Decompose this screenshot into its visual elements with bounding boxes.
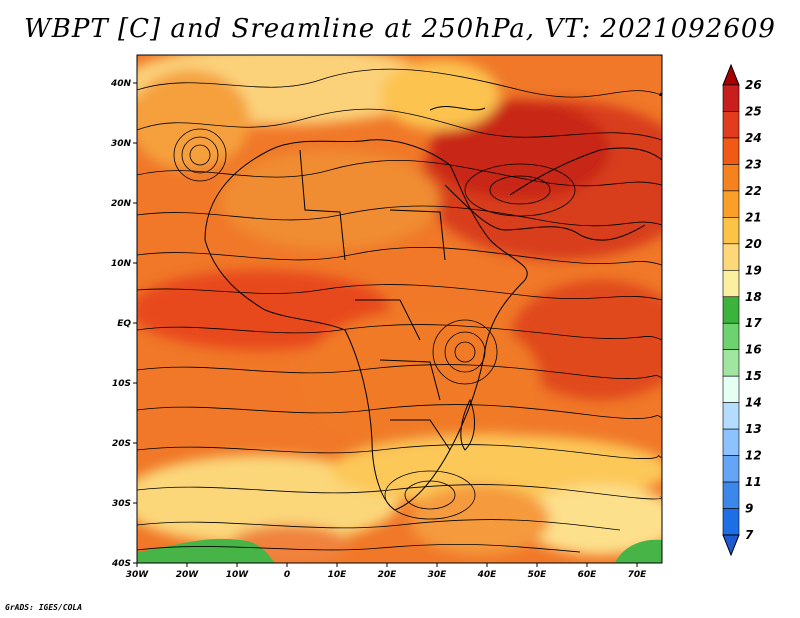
colorbar-swatch <box>722 217 740 245</box>
colorbar-swatch <box>722 428 740 456</box>
colorbar-label: 13 <box>745 422 762 436</box>
lon-tick-label: 10E <box>328 570 348 580</box>
grads-credit: GrADS: IGES/COLA <box>5 603 83 612</box>
colorbar-swatch <box>722 322 740 351</box>
colorbar-swatch <box>722 269 740 298</box>
colorbar-label: 18 <box>745 290 762 304</box>
coastlines <box>204 105 662 511</box>
lon-tick-label: 40E <box>477 570 498 580</box>
colorbar-label: 22 <box>745 184 762 198</box>
lat-tick-label: 20N <box>111 199 132 209</box>
colorbar-label: 16 <box>745 343 762 357</box>
colorbar-swatch <box>722 375 740 403</box>
colorbar-swatch <box>722 84 740 112</box>
lon-tick-label: 50E <box>528 570 548 580</box>
colorbar-bottom-arrow <box>722 534 740 557</box>
colorbar-swatch <box>722 111 740 139</box>
lat-tick-label: 30N <box>111 139 132 149</box>
colorbar-label: 15 <box>745 369 762 383</box>
colorbar-label: 20 <box>745 237 762 251</box>
colorbar-label: 14 <box>745 396 762 410</box>
plot-frame <box>136 54 663 564</box>
colorbar-label: 17 <box>745 316 762 330</box>
lon-tick-label: 0 <box>284 570 290 580</box>
colorbar-label: 23 <box>745 157 762 171</box>
lat-tick-label: EQ <box>117 319 131 329</box>
lon-tick-label: 20E <box>378 570 398 580</box>
colorbar-swatch <box>722 137 740 165</box>
colorbar-swatch <box>722 481 740 509</box>
colorbar-top-arrow <box>722 63 740 86</box>
colorbar-label: 21 <box>745 210 762 224</box>
lon-tick-label: 10W <box>226 570 250 580</box>
lat-tick-label: 20S <box>112 439 131 449</box>
temperature-field <box>137 55 662 563</box>
colorbar-swatch <box>722 164 740 192</box>
lon-tick-label: 20W <box>176 570 200 580</box>
lat-tick-label: 40S <box>111 559 131 569</box>
colorbar-label: 9 <box>745 502 753 516</box>
lat-tick-label: 40N <box>110 79 132 89</box>
colorbar-swatch <box>722 296 740 324</box>
lat-tick-label: 10N <box>111 259 132 269</box>
colorbar-label: 11 <box>745 475 762 489</box>
colorbar-label: 24 <box>745 131 762 145</box>
colorbar: 26 25 24 23 22 21 20 19 18 17 16 15 14 13 12 11 9 7 <box>722 63 762 557</box>
colorbar-swatch <box>722 402 740 430</box>
colorbar-label: 12 <box>745 449 762 463</box>
colorbar-swatch <box>722 190 740 218</box>
colorbar-swatch <box>722 243 740 271</box>
colorbar-label: 26 <box>745 78 762 92</box>
colorbar-swatch <box>722 349 740 377</box>
lat-tick-label: 30S <box>112 499 131 509</box>
lon-tick-label: 70E <box>628 570 648 580</box>
latitude-tick-labels: 40N 30N 20N 10N EQ 10S 20S 30S 40S <box>110 79 137 569</box>
lon-tick-label: 30E <box>428 570 448 580</box>
map-title: WBPT [C] and Sreamline at 250hPa, VT: 20… <box>24 14 776 44</box>
longitude-tick-labels: 30W 20W 10W 0 10E 20E 30E 40E 50E 60E 70E <box>126 563 647 580</box>
streamlines <box>137 68 662 553</box>
colorbar-swatch <box>722 455 740 483</box>
lon-tick-label: 30W <box>126 570 150 580</box>
lon-tick-label: 60E <box>578 570 598 580</box>
colorbar-swatch <box>722 508 740 536</box>
colorbar-label: 7 <box>745 528 754 542</box>
lat-tick-label: 10S <box>112 379 131 389</box>
colorbar-label: 19 <box>745 263 762 277</box>
colorbar-label: 25 <box>745 104 762 118</box>
